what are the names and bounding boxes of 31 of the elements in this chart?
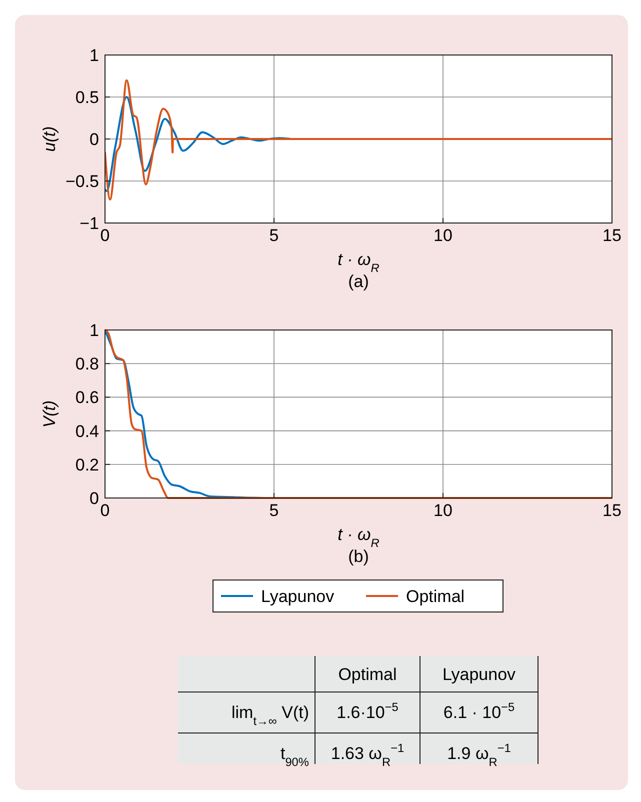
y-axis-title: u(t) [40,126,59,152]
category-label: lim$_{t→∞}$ V(t) [232,703,309,728]
y-tick-label: 0.4 [75,422,99,441]
y-tick-label: 0.5 [75,88,99,107]
y-tick-label: 0.2 [75,455,99,474]
x-tick-label: 10 [434,226,452,245]
y-axis-title: V(t) [40,400,59,428]
x-tick-label: 10 [434,501,452,520]
legend-label: Lyapunov [261,587,335,606]
y-tick-label: −0.5 [65,172,99,191]
text: (a) [348,272,369,291]
x-tick-label: 5 [269,501,279,520]
x-axis-title: t · ω$_{R}$ [338,525,380,550]
text: 6.1 · 10$^{−5}$ [443,700,515,722]
category-label: t$_{90%}$ [280,744,309,769]
category-label: Optimal [338,665,397,684]
y-tick-label: 0.8 [75,354,99,374]
x-tick-label: 15 [602,226,622,245]
x-tick-label: 5 [269,226,279,245]
text: (b) [348,547,369,566]
x-axis-title: t · ω$_{R}$ [338,250,380,275]
y-tick-label: 0 [90,130,99,149]
y-tick-label: 1 [90,321,99,340]
y-tick-label: 0.6 [75,388,99,408]
text: 1.6·10$^{−5}$ [336,700,398,722]
category-label: Lyapunov [442,665,516,684]
y-tick-label: −1 [80,214,99,233]
legend-label: Optimal [406,587,465,606]
y-tick-label: 1 [90,46,99,65]
x-tick-label: 15 [602,501,622,520]
y-tick-label: 0 [90,489,99,508]
